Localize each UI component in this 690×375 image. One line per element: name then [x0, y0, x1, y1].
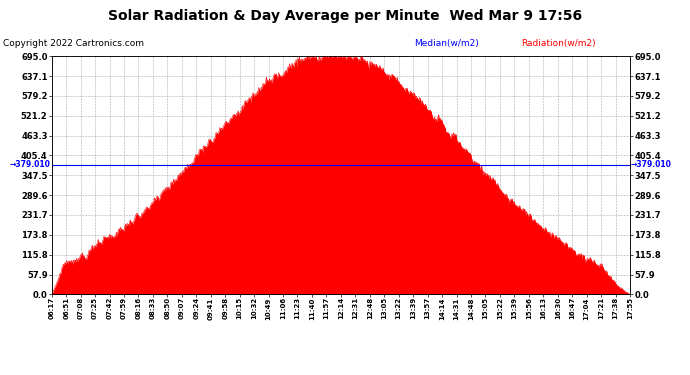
Text: Solar Radiation & Day Average per Minute  Wed Mar 9 17:56: Solar Radiation & Day Average per Minute… — [108, 9, 582, 23]
Text: Radiation(w/m2): Radiation(w/m2) — [521, 39, 595, 48]
Text: Median(w/m2): Median(w/m2) — [414, 39, 479, 48]
Text: →379.010: →379.010 — [631, 160, 671, 169]
Text: →379.010: →379.010 — [10, 160, 50, 169]
Text: Copyright 2022 Cartronics.com: Copyright 2022 Cartronics.com — [3, 39, 144, 48]
